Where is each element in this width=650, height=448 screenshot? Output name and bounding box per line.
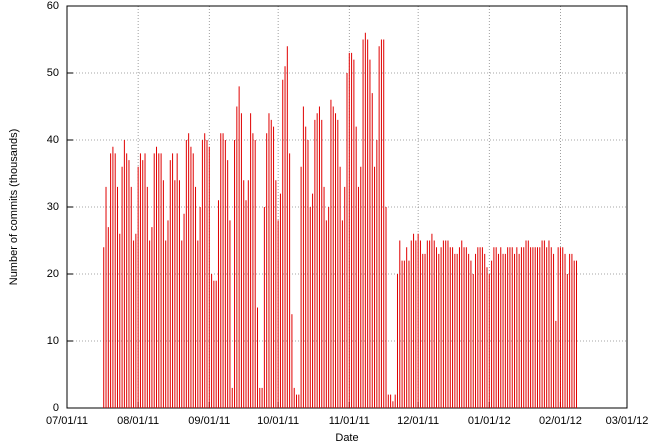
y-tick-label: 40 [47,134,59,146]
y-tick-label: 10 [47,335,59,347]
x-tick-label: 11/01/11 [329,415,370,427]
x-tick-label: 09/01/11 [188,415,230,427]
y-tick-label: 30 [47,201,59,213]
y-tick-label: 60 [47,0,59,12]
y-tick-label: 0 [53,402,59,414]
x-tick-label: 10/01/11 [257,415,299,427]
x-tick-label: 03/01/12 [606,415,649,427]
y-axis-label: Number of commits (thousands) [8,129,20,286]
y-tick-label: 50 [47,67,59,79]
y-tick-label: 20 [47,268,59,280]
x-tick-label: 08/01/11 [117,415,159,427]
x-axis-label: Date [335,432,358,444]
x-tick-label: 12/01/11 [397,415,439,427]
x-tick-label: 02/01/12 [539,415,582,427]
x-tick-label: 01/01/12 [468,415,511,427]
x-tick-label: 07/01/11 [46,415,88,427]
